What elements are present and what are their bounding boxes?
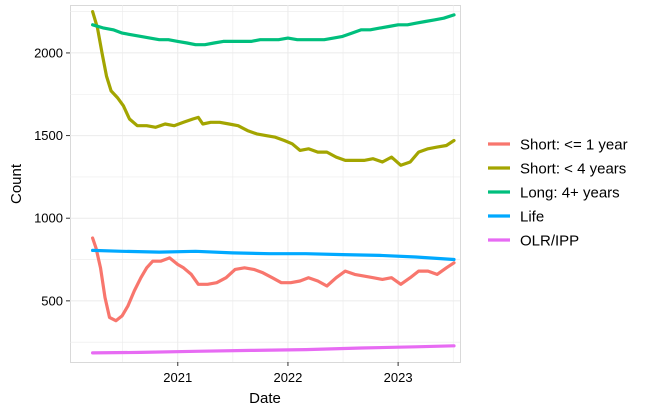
series-line-4 [91,248,456,262]
series-line-3 [91,13,456,47]
y-tick-label: 2000 [34,45,63,60]
series-line-2 [91,10,456,167]
y-tick-label: 1500 [34,128,63,143]
y-tick-label: 500 [41,293,63,308]
x-tick-label: 2023 [384,370,413,385]
x-axis: 2021 2022 2023 [163,362,413,385]
y-axis-title: Count [8,163,25,204]
legend-item-5: OLR/IPP [488,233,579,250]
series-line-1 [91,236,456,323]
legend-label-1: Short: <= 1 year [520,137,628,154]
legend-label-2: Short: < 4 years [520,161,626,178]
legend-item-2: Short: < 4 years [488,161,626,178]
y-axis: 500 1000 1500 2000 [34,45,70,308]
legend-item-4: Life [488,209,544,226]
x-axis-title: Date [249,390,281,407]
x-tick-label: 2021 [163,370,192,385]
legend-label-4: Life [520,209,544,226]
legend-item-1: Short: <= 1 year [488,137,628,154]
legend: Short: <= 1 year Short: < 4 years Long: 4+… [488,137,628,250]
series-lines [91,10,456,355]
series-line-5 [91,344,456,355]
legend-label-5: OLR/IPP [520,233,579,250]
x-tick-label: 2022 [273,370,302,385]
y-tick-label: 1000 [34,211,63,226]
legend-item-3: Long: 4+ years [488,185,620,202]
legend-label-3: Long: 4+ years [520,185,620,202]
plot-panel [70,5,461,363]
